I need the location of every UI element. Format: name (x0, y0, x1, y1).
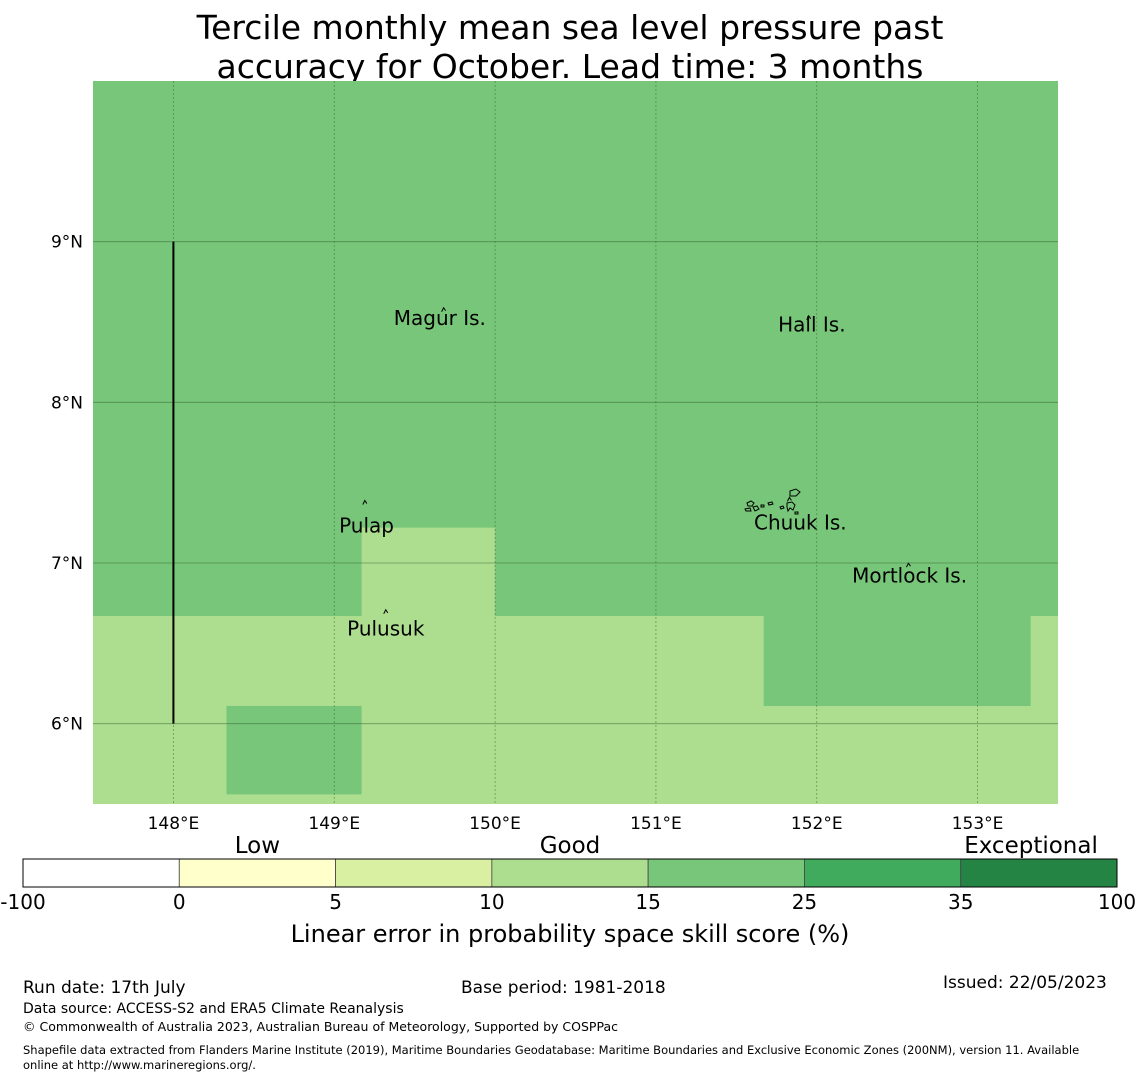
colorbar-category-label: Low (235, 833, 280, 859)
longitude-tick-labels: 148°E 149°E 150°E 151°E 152°E 153°E (148, 814, 1004, 834)
chuuk-islet (794, 511, 799, 515)
colorbar-tick-label: 0 (173, 890, 186, 914)
pulusuk-label: Pulusuk (347, 616, 425, 640)
chuuk-lagoon-islands (744, 488, 801, 515)
colorbar-tick-label: 100 (1098, 890, 1136, 914)
colorbar-label: Linear error in probability space skill … (291, 920, 850, 948)
data-source: Data source: ACCESS-S2 and ERA5 Climate … (23, 1001, 404, 1017)
chuuk-islet (760, 504, 765, 508)
colorbar-segment (178, 858, 336, 888)
colorbar-tick-label: -100 (0, 890, 45, 914)
colorbar-segment (335, 858, 493, 888)
skill-region-4 (226, 705, 362, 795)
latitude-tick-label: 9°N (51, 233, 83, 253)
longitude-tick-label: 148°E (148, 814, 200, 834)
place-labels: Magur Is. Hall Is. Pulap Chuuk Is. Mortlock … (339, 306, 967, 640)
chuuk-islet (752, 505, 760, 512)
chuuk-islet (746, 500, 755, 507)
chuuk-is-island-marker (786, 496, 792, 502)
chuuk-islet (786, 501, 796, 513)
chuuk-is-label: Chuuk Is. (754, 510, 847, 534)
skill-region-3 (763, 616, 1031, 706)
skill-map: Magur Is. Hall Is. Pulap Chuuk Is. Mortlock … (51, 81, 1058, 834)
map-gridlines (93, 81, 1058, 804)
colorbar-category-labels: Low Good Exceptional (235, 833, 1098, 859)
longitude-tick-label: 153°E (952, 814, 1004, 834)
colorbar-segment (22, 858, 180, 888)
colorbar-category-label: Exceptional (964, 833, 1098, 859)
colorbar-frame (22, 858, 1118, 888)
copyright: © Commonwealth of Australia 2023, Austra… (23, 1019, 618, 1034)
latitude-tick-label: 6°N (51, 715, 83, 735)
chuuk-islet (744, 507, 752, 512)
hall-is-island-marker (806, 314, 812, 321)
latitude-tick-label: 8°N (51, 393, 83, 413)
pulusuk-island-marker (383, 608, 389, 615)
latitude-tick-label: 7°N (51, 554, 83, 574)
shapefile-credit-line2: online at http://www.marineregions.org/. (23, 1058, 256, 1072)
colorbar-tick-labels: -100 0 5 10 15 25 35 100 (0, 890, 1136, 914)
issued-date: Issued: 22/05/2023 (943, 973, 1107, 993)
longitude-tick-label: 150°E (469, 814, 521, 834)
shapefile-credit-line1: Shapefile data extracted from Flanders M… (23, 1043, 1080, 1057)
hall-is-label: Hall Is. (778, 313, 845, 337)
magur-is-label: Magur Is. (394, 306, 486, 330)
colorbar-segment (491, 858, 649, 888)
longitude-tick-label: 149°E (308, 814, 360, 834)
map-title-line2: accuracy for October. Lead time: 3 month… (216, 47, 924, 86)
longitude-tick-label: 151°E (630, 814, 682, 834)
base-period: Base period: 1981-2018 (461, 978, 666, 998)
colorbar-category-label: Good (540, 833, 601, 859)
latitude-tick-labels: 9°N 8°N 7°N 6°N (51, 233, 83, 735)
skill-region-2 (361, 527, 496, 617)
colorbar-segment (647, 858, 805, 888)
colorbar-segment (960, 858, 1118, 888)
colorbar-tick-label: 15 (635, 890, 660, 914)
pulap-label: Pulap (339, 513, 394, 537)
colorbar-segment (804, 858, 962, 888)
colorbar-tick-label: 10 (479, 890, 504, 914)
colorbar-tick-label: 25 (792, 890, 817, 914)
pulap-island-marker (362, 499, 368, 505)
colorbar: Low Good Exceptional -100 0 5 10 15 25 35 100 Lin… (0, 833, 1136, 948)
chuuk-islet (779, 505, 785, 510)
colorbar-tick-label: 5 (329, 890, 342, 914)
chuuk-islet (767, 501, 774, 506)
skill-regions (93, 81, 1058, 804)
mortlock-is-island-marker (905, 562, 911, 568)
longitude-tick-label: 152°E (791, 814, 843, 834)
run-date: Run date: 17th July (23, 978, 186, 998)
mortlock-is-label: Mortlock Is. (852, 563, 967, 587)
colorbar-tick-label: 35 (948, 890, 973, 914)
magur-is-island-marker (441, 306, 447, 312)
chuuk-islet (789, 488, 801, 497)
colorbar-segments (22, 858, 1118, 888)
map-title-line1: Tercile monthly mean sea level pressure … (196, 8, 944, 47)
